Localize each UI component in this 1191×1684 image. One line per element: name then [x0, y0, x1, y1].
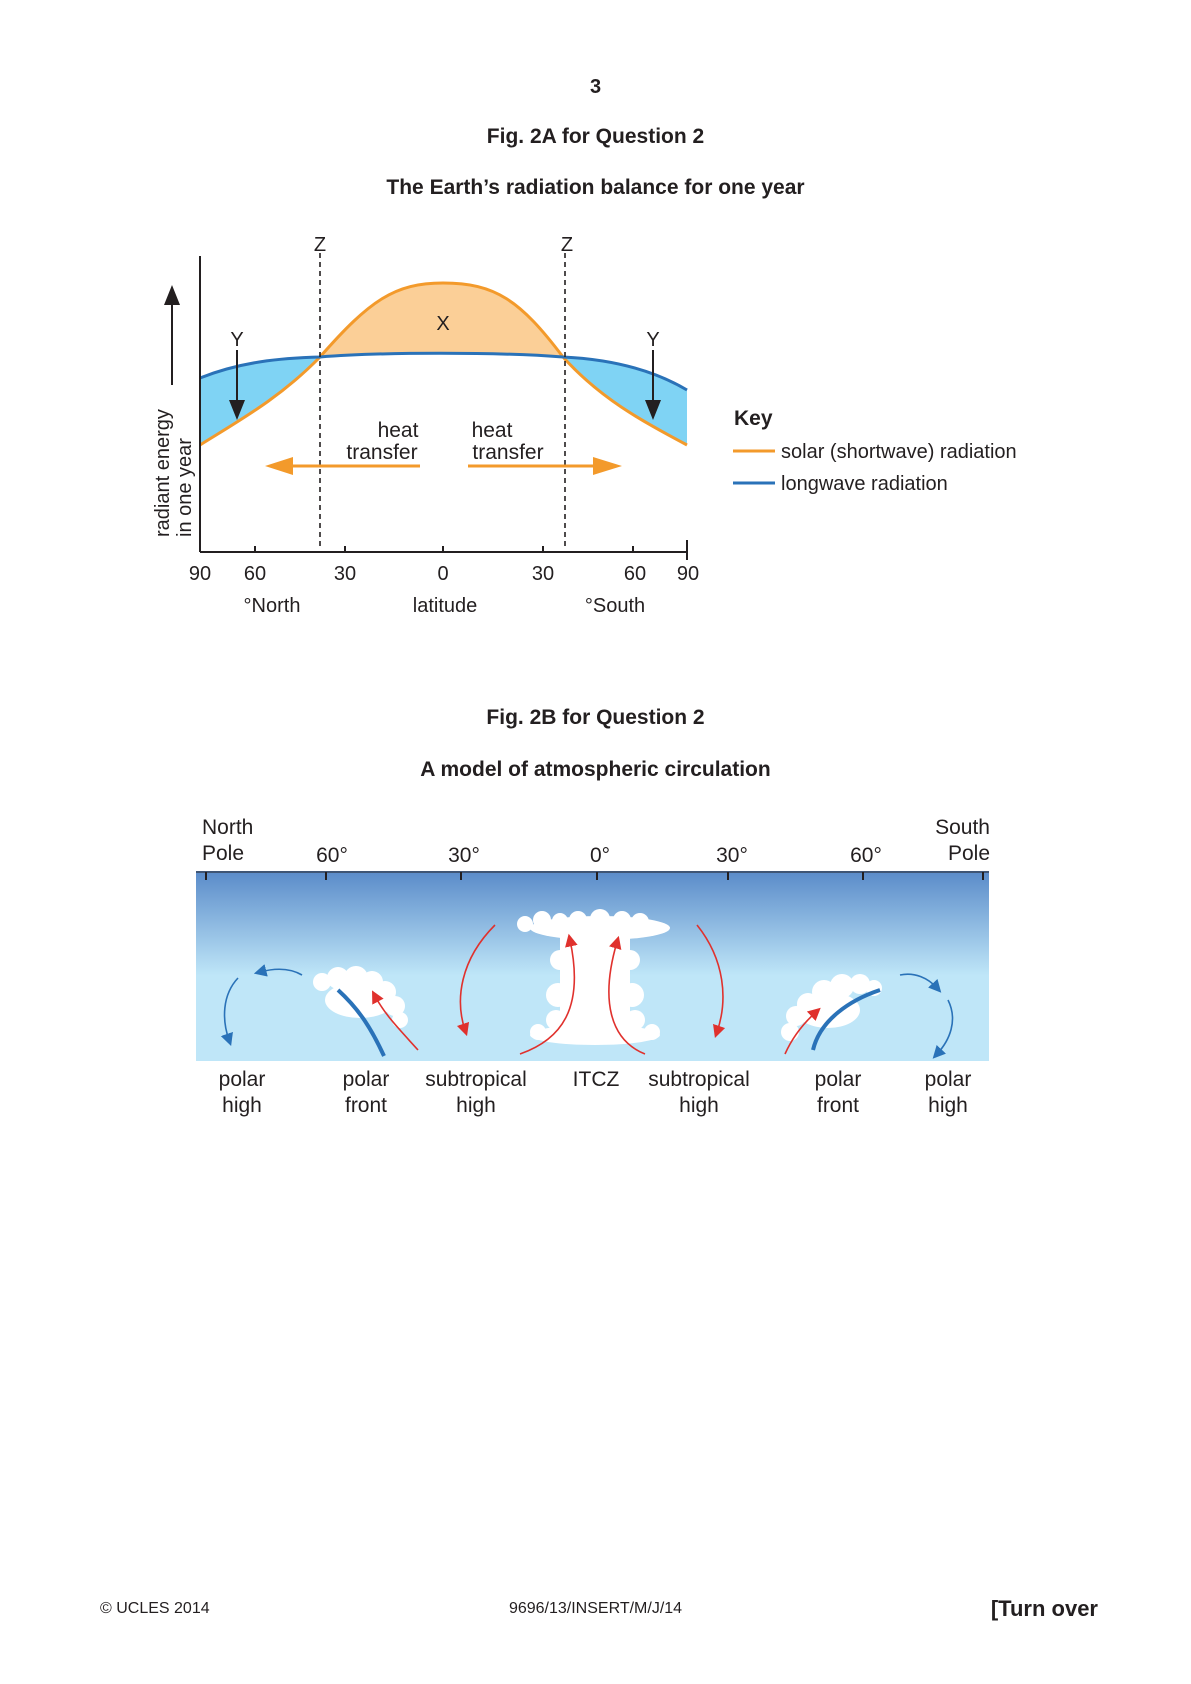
label-polar-high-right-2: high: [928, 1094, 968, 1117]
subsiding-arrow-left: [456, 924, 496, 1037]
subsiding-arrow-right: [696, 924, 726, 1039]
radiation-balance-chart: radiant energy in one year Y Y Z Z X hea…: [152, 234, 1017, 617]
warm-air-arrow-itcz-left: [519, 933, 578, 1055]
label-polar-front-left-1: polar: [343, 1068, 390, 1091]
fig2a-caption: Fig. 2A for Question 2: [486, 125, 705, 148]
polar-cell-arrow-left-down: [220, 977, 239, 1047]
x-tick-label: 60: [624, 563, 646, 585]
polar-cell-arrow-right-top: [899, 973, 942, 993]
label-itcz: ITCZ: [573, 1068, 620, 1091]
surplus-area: [320, 283, 563, 357]
lat-60-left: 60°: [316, 844, 348, 867]
lat-0: 0°: [590, 844, 610, 867]
south-pole-label-1: South: [935, 816, 990, 839]
footer-paper-code: 9696/13/INSERT/M/J/14: [508, 1600, 683, 1617]
marker-y-south: Y: [646, 329, 659, 351]
marker-y-north: Y: [230, 329, 243, 351]
heat-transfer-right-1: heat: [472, 419, 513, 442]
marker-x: X: [436, 313, 449, 335]
marker-z-north: Z: [314, 234, 326, 256]
lat-30-left: 30°: [448, 844, 480, 867]
key-solar-label: solar (shortwave) radiation: [781, 441, 1017, 463]
label-subtropical-right-1: subtropical: [648, 1068, 750, 1091]
fig2b-caption: Fig. 2B for Question 2: [486, 706, 705, 729]
label-subtropical-left-2: high: [456, 1094, 496, 1117]
footer-turn-over: [Turn over: [990, 1596, 1098, 1621]
north-pole-label-2: Pole: [202, 842, 244, 865]
y-axis-label-line1: radiant energy: [152, 409, 174, 537]
heat-transfer-right-2: transfer: [472, 441, 543, 464]
heat-transfer-arrowhead-left: [265, 457, 293, 475]
polar-front-line-left: [336, 988, 386, 1057]
label-polar-high-left-1: polar: [219, 1068, 266, 1091]
key-longwave-label: longwave radiation: [781, 473, 948, 495]
polar-cell-arrow-left-top: [253, 964, 303, 977]
x-label-north: °North: [244, 595, 301, 617]
label-polar-front-left-2: front: [345, 1094, 387, 1117]
x-label-south: °South: [585, 595, 645, 617]
x-tick-label: 30: [334, 563, 356, 585]
heat-transfer-left-1: heat: [378, 419, 419, 442]
lat-30-right: 30°: [716, 844, 748, 867]
x-tick-label: 0: [437, 563, 448, 585]
x-tick-label: 90: [189, 563, 211, 585]
north-pole-label-1: North: [202, 816, 253, 839]
y-axis-label-line2: in one year: [174, 438, 196, 537]
warm-air-arrow-polar-front-left: [372, 990, 419, 1051]
south-pole-label-2: Pole: [948, 842, 990, 865]
fig2a-title: The Earth’s radiation balance for one ye…: [386, 176, 805, 199]
marker-z-south: Z: [561, 234, 573, 256]
deficit-area-north: [200, 357, 320, 445]
longwave-curve: [199, 351, 688, 392]
warm-air-arrow-polar-front-right: [784, 1007, 821, 1055]
label-subtropical-left-1: subtropical: [425, 1068, 527, 1091]
deficit-area-south: [563, 357, 687, 445]
heat-transfer-arrowhead-right: [593, 457, 622, 475]
footer-copyright: © UCLES 2014: [100, 1600, 210, 1617]
page-number: 3: [589, 76, 602, 98]
x-tick-label: 60: [244, 563, 266, 585]
warm-air-arrow-itcz-right: [608, 935, 646, 1055]
heat-transfer-left-2: transfer: [346, 441, 417, 464]
x-tick-label: 30: [532, 563, 554, 585]
x-tick-label: 90: [677, 563, 699, 585]
x-label-latitude: latitude: [413, 595, 478, 617]
solar-curve: [199, 281, 688, 447]
label-subtropical-right-2: high: [679, 1094, 719, 1117]
fig2b-title: A model of atmospheric circulation: [420, 758, 771, 781]
polar-cell-arrow-right-down: [932, 999, 954, 1059]
label-polar-high-right-1: polar: [925, 1068, 972, 1091]
key-title: Key: [734, 407, 773, 430]
label-polar-high-left-2: high: [222, 1094, 262, 1117]
lat-60-right: 60°: [850, 844, 882, 867]
label-polar-front-right-2: front: [817, 1094, 859, 1117]
label-polar-front-right-1: polar: [815, 1068, 862, 1091]
polar-front-line-right: [811, 988, 881, 1051]
